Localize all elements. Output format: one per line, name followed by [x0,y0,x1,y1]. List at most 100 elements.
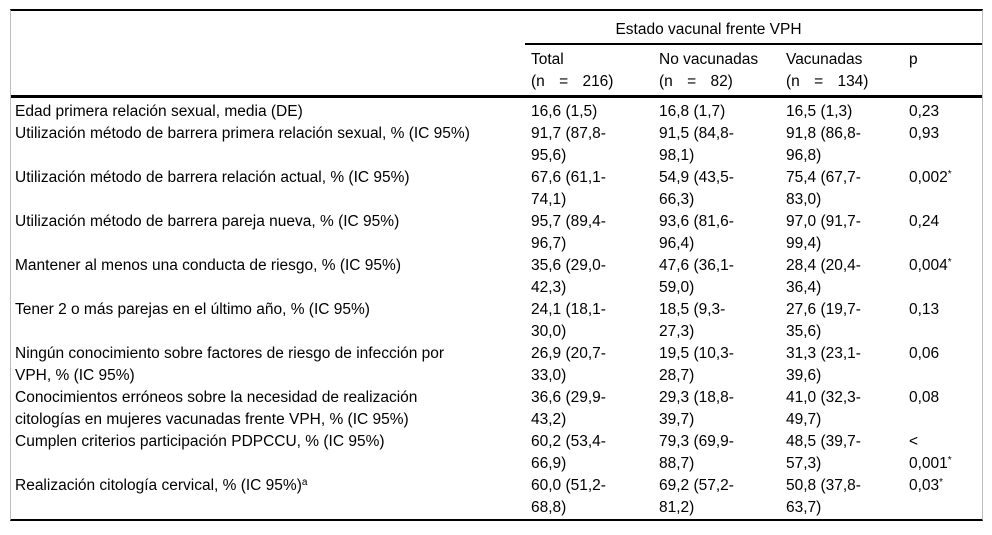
column-label: p [909,51,918,68]
row-label-text: Utilización método de barrera pareja nue… [15,213,400,230]
cell-total: 91,7 (87,8-95,6) [531,125,606,164]
p-value: 0,23 [909,103,940,120]
cell-vacunadas: 97,0 (91,7-99,4) [786,213,861,252]
cell-vacunadas: 41,0 (32,3-49,7) [786,389,861,428]
table-row: Realización citología cervical, % (IC 95… [11,475,982,519]
significance-marker: * [947,455,952,466]
row-label: Realización citología cervical, % (IC 95… [11,475,525,519]
cell-p: 0,03* [903,475,982,519]
significance-marker: * [939,477,944,488]
stub-cell [11,11,525,44]
table-row: Utilización método de barrera relación a… [11,167,982,211]
row-label-text: Ningún conocimiento sobre factores de ri… [15,345,445,384]
p-value: 0,93 [909,125,940,142]
row-label: Utilización método de barrera primera re… [11,123,525,167]
row-label-text: Utilización método de barrera relación a… [15,169,410,186]
table-row: Tener 2 o más parejas en el último año, … [11,299,982,343]
cell-no-vacunadas: 54,9 (43,5-66,3) [659,169,734,208]
cell-vacunadas: 75,4 (67,7-83,0) [786,169,861,208]
spanner-row: Estado vacunal frente VPH [11,11,982,45]
row-label-text: Edad primera relación sexual, media (DE) [15,103,303,120]
cell-p: 0,004* [903,255,982,299]
cell-vacunadas: 28,4 (20,4-36,4) [786,257,861,296]
cell-total: 16,6 (1,5) [531,103,598,120]
cell-no-vacunadas: 29,3 (18,8-39,7) [659,389,734,428]
table-body: Edad primera relación sexual, media (DE)… [11,97,982,520]
cell-total: 95,7 (89,4-96,7) [531,213,606,252]
row-label-text: Mantener al menos una conducta de riesgo… [15,257,401,274]
column-n: (n = 82) [659,73,733,90]
column-header-total: Total (n = 216) [525,44,653,98]
table-row: Utilización método de barrera primera re… [11,123,982,167]
p-value: 0,06 [909,345,940,362]
row-label: Edad primera relación sexual, media (DE) [11,97,525,124]
cell-no-vacunadas: 47,6 (36,1-59,0) [659,257,734,296]
footnote-marker: a [301,477,308,488]
p-value: 0,002 [909,169,948,186]
cell-total: 26,9 (20,7-33,0) [531,345,606,384]
cell-vacunadas: 16,5 (1,3) [786,103,853,120]
p-value: 0,08 [909,389,940,406]
p-value: 0,03 [909,477,940,494]
column-n: (n = 216) [531,73,614,90]
cell-total: 24,1 (18,1-30,0) [531,301,606,340]
cell-vacunadas: 31,3 (23,1-39,6) [786,345,861,384]
comparison-table: Estado vacunal frente VPH Total (n = 216… [10,9,983,521]
cell-no-vacunadas: 19,5 (10,3-28,7) [659,345,734,384]
row-label: Utilización método de barrera relación a… [11,167,525,211]
spanner-header: Estado vacunal frente VPH [525,11,982,45]
cell-p: 0,13 [903,299,982,343]
column-header-row: Total (n = 216) No vacunadas (n = 82) Va… [11,44,982,98]
column-header-p: p [903,44,982,98]
vph-status-table: Estado vacunal frente VPH Total (n = 216… [11,11,982,519]
cell-no-vacunadas: 69,2 (57,2-81,2) [659,477,734,516]
cell-p: 0,08 [903,387,982,431]
cell-p: 0,06 [903,343,982,387]
column-header-vacunadas: Vacunadas (n = 134) [780,44,903,98]
column-n: (n = 134) [786,73,869,90]
stub-cell [11,44,525,98]
table-header: Estado vacunal frente VPH Total (n = 216… [11,11,982,98]
p-value: 0,24 [909,213,940,230]
column-header-no-vacunadas: No vacunadas (n = 82) [653,44,780,98]
p-value: < 0,001 [909,433,948,472]
cell-total: 60,0 (51,2-68,8) [531,477,606,516]
cell-total: 36,6 (29,9-43,2) [531,389,606,428]
cell-no-vacunadas: 16,8 (1,7) [659,103,726,120]
table-row: Cumplen criterios participación PDPCCU, … [11,431,982,475]
cell-vacunadas: 91,8 (86,8-96,8) [786,125,861,164]
cell-total: 35,6 (29,0-42,3) [531,257,606,296]
cell-p: 0,24 [903,211,982,255]
cell-p: 0,23 [903,97,982,124]
row-label-text: Realización citología cervical, % (IC 95… [15,477,302,494]
cell-no-vacunadas: 79,3 (69,9-88,7) [659,433,734,472]
cell-p: 0,002* [903,167,982,211]
column-label: No vacunadas [659,51,759,68]
cell-total: 60,2 (53,4-66,9) [531,433,606,472]
row-label: Mantener al menos una conducta de riesgo… [11,255,525,299]
cell-vacunadas: 27,6 (19,7-35,6) [786,301,861,340]
table-row: Conocimientos erróneos sobre la necesida… [11,387,982,431]
row-label: Conocimientos erróneos sobre la necesida… [11,387,525,431]
cell-p: 0,93 [903,123,982,167]
p-value: 0,004 [909,257,948,274]
table-row: Ningún conocimiento sobre factores de ri… [11,343,982,387]
row-label-text: Conocimientos erróneos sobre la necesida… [15,389,418,428]
row-label: Ningún conocimiento sobre factores de ri… [11,343,525,387]
table-row: Mantener al menos una conducta de riesgo… [11,255,982,299]
table-row: Edad primera relación sexual, media (DE)… [11,97,982,124]
p-value: 0,13 [909,301,940,318]
row-label: Cumplen criterios participación PDPCCU, … [11,431,525,475]
column-label: Vacunadas [786,51,863,68]
row-label: Utilización método de barrera pareja nue… [11,211,525,255]
row-label-text: Utilización método de barrera primera re… [15,125,470,142]
column-label: Total [531,51,564,68]
cell-no-vacunadas: 91,5 (84,8-98,1) [659,125,734,164]
cell-no-vacunadas: 18,5 (9,3-27,3) [659,301,726,340]
row-label-text: Tener 2 o más parejas en el último año, … [15,301,370,318]
cell-total: 67,6 (61,1-74,1) [531,169,606,208]
row-label-text: Cumplen criterios participación PDPCCU, … [15,433,385,450]
table-row: Utilización método de barrera pareja nue… [11,211,982,255]
row-label: Tener 2 o más parejas en el último año, … [11,299,525,343]
cell-no-vacunadas: 93,6 (81,6-96,4) [659,213,734,252]
